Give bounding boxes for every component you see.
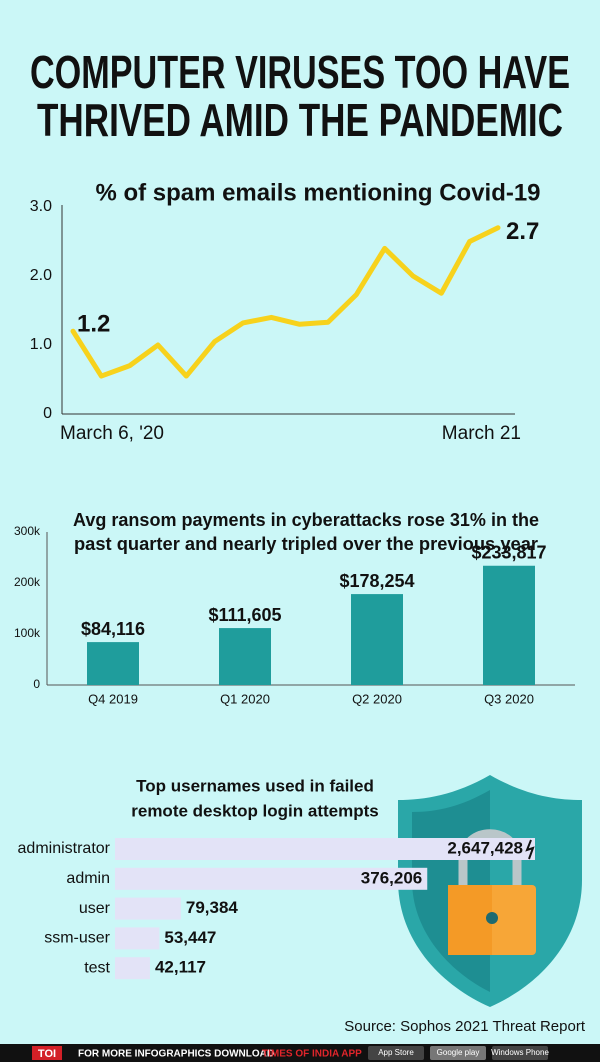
source: Source: Sophos 2021 Threat Report bbox=[344, 1018, 586, 1035]
data-label: 2,647,428 bbox=[447, 838, 523, 857]
data-label: 376,206 bbox=[361, 868, 422, 887]
data-label: 53,447 bbox=[164, 928, 216, 947]
chart-title: Avg ransom payments in cyberattacks rose… bbox=[73, 510, 539, 530]
axis-break bbox=[525, 839, 535, 860]
badge-box bbox=[492, 1046, 548, 1060]
line-series bbox=[70, 225, 501, 379]
y-tick-label: ssm-user bbox=[44, 930, 110, 947]
bar bbox=[219, 628, 271, 685]
bar bbox=[87, 642, 139, 685]
x-tick-label: Q1 2020 bbox=[220, 691, 270, 706]
badge-label: App Store bbox=[378, 1048, 414, 1057]
y-tick-label: 300k bbox=[14, 524, 41, 538]
data-label: $111,605 bbox=[208, 605, 281, 625]
y-tick-label: 100k bbox=[14, 626, 41, 640]
x-tick-label: Q4 2019 bbox=[88, 691, 138, 706]
footer-logo-box bbox=[32, 1046, 62, 1060]
chart-title: remote desktop login attempts bbox=[131, 801, 378, 820]
bar bbox=[115, 838, 535, 860]
page-title: COMPUTER VIRUSES TOO HAVE bbox=[30, 46, 570, 98]
badge-label: Google play bbox=[437, 1048, 480, 1057]
y-tick-label: test bbox=[84, 959, 110, 976]
badge-label: Windows Phone bbox=[491, 1048, 549, 1057]
y-tick-label: 3.0 bbox=[30, 198, 52, 215]
y-tick-label: 0 bbox=[43, 405, 52, 422]
bar bbox=[483, 565, 535, 685]
chart-title: Top usernames used in failed bbox=[136, 776, 374, 795]
bar bbox=[115, 957, 150, 980]
data-label: $178,254 bbox=[339, 571, 414, 591]
data-label: 79,384 bbox=[186, 898, 239, 917]
y-tick-label: user bbox=[79, 900, 111, 917]
data-label: 1.2 bbox=[77, 311, 110, 338]
data-label: 42,117 bbox=[155, 958, 206, 977]
badge-box bbox=[430, 1046, 486, 1060]
bar bbox=[115, 897, 181, 920]
x-tick-label: Q3 2020 bbox=[484, 691, 534, 706]
y-tick-label: 1.0 bbox=[30, 336, 52, 353]
bar bbox=[115, 927, 160, 950]
y-tick-label: 200k bbox=[14, 575, 41, 589]
bar bbox=[115, 867, 428, 890]
data-label: $233,817 bbox=[471, 543, 546, 563]
page-title: THRIVED AMID THE PANDEMIC bbox=[37, 94, 563, 146]
data-label: $84,116 bbox=[81, 619, 145, 639]
badge-box bbox=[368, 1046, 424, 1060]
chart-title: % of spam emails mentioning Covid-19 bbox=[96, 179, 541, 206]
x-tick-label: Q2 2020 bbox=[352, 691, 402, 706]
y-tick-label: 0 bbox=[33, 677, 40, 691]
footer-text: FOR MORE INFOGRAPHICS DOWNLOAD bbox=[78, 1049, 274, 1060]
y-tick-label: 2.0 bbox=[30, 267, 52, 284]
x-tick-label: March 6, '20 bbox=[60, 423, 164, 444]
bar bbox=[351, 594, 403, 685]
y-tick-label: admin bbox=[66, 870, 110, 887]
data-label: 2.7 bbox=[506, 218, 539, 245]
x-tick-label: March 21 bbox=[442, 423, 521, 444]
footer-logo: TOI bbox=[38, 1048, 56, 1060]
chart-title: past quarter and nearly tripled over the… bbox=[74, 534, 538, 554]
footer-app: TIMES OF INDIA APP bbox=[262, 1049, 362, 1060]
y-tick-label: administrator bbox=[18, 840, 111, 857]
